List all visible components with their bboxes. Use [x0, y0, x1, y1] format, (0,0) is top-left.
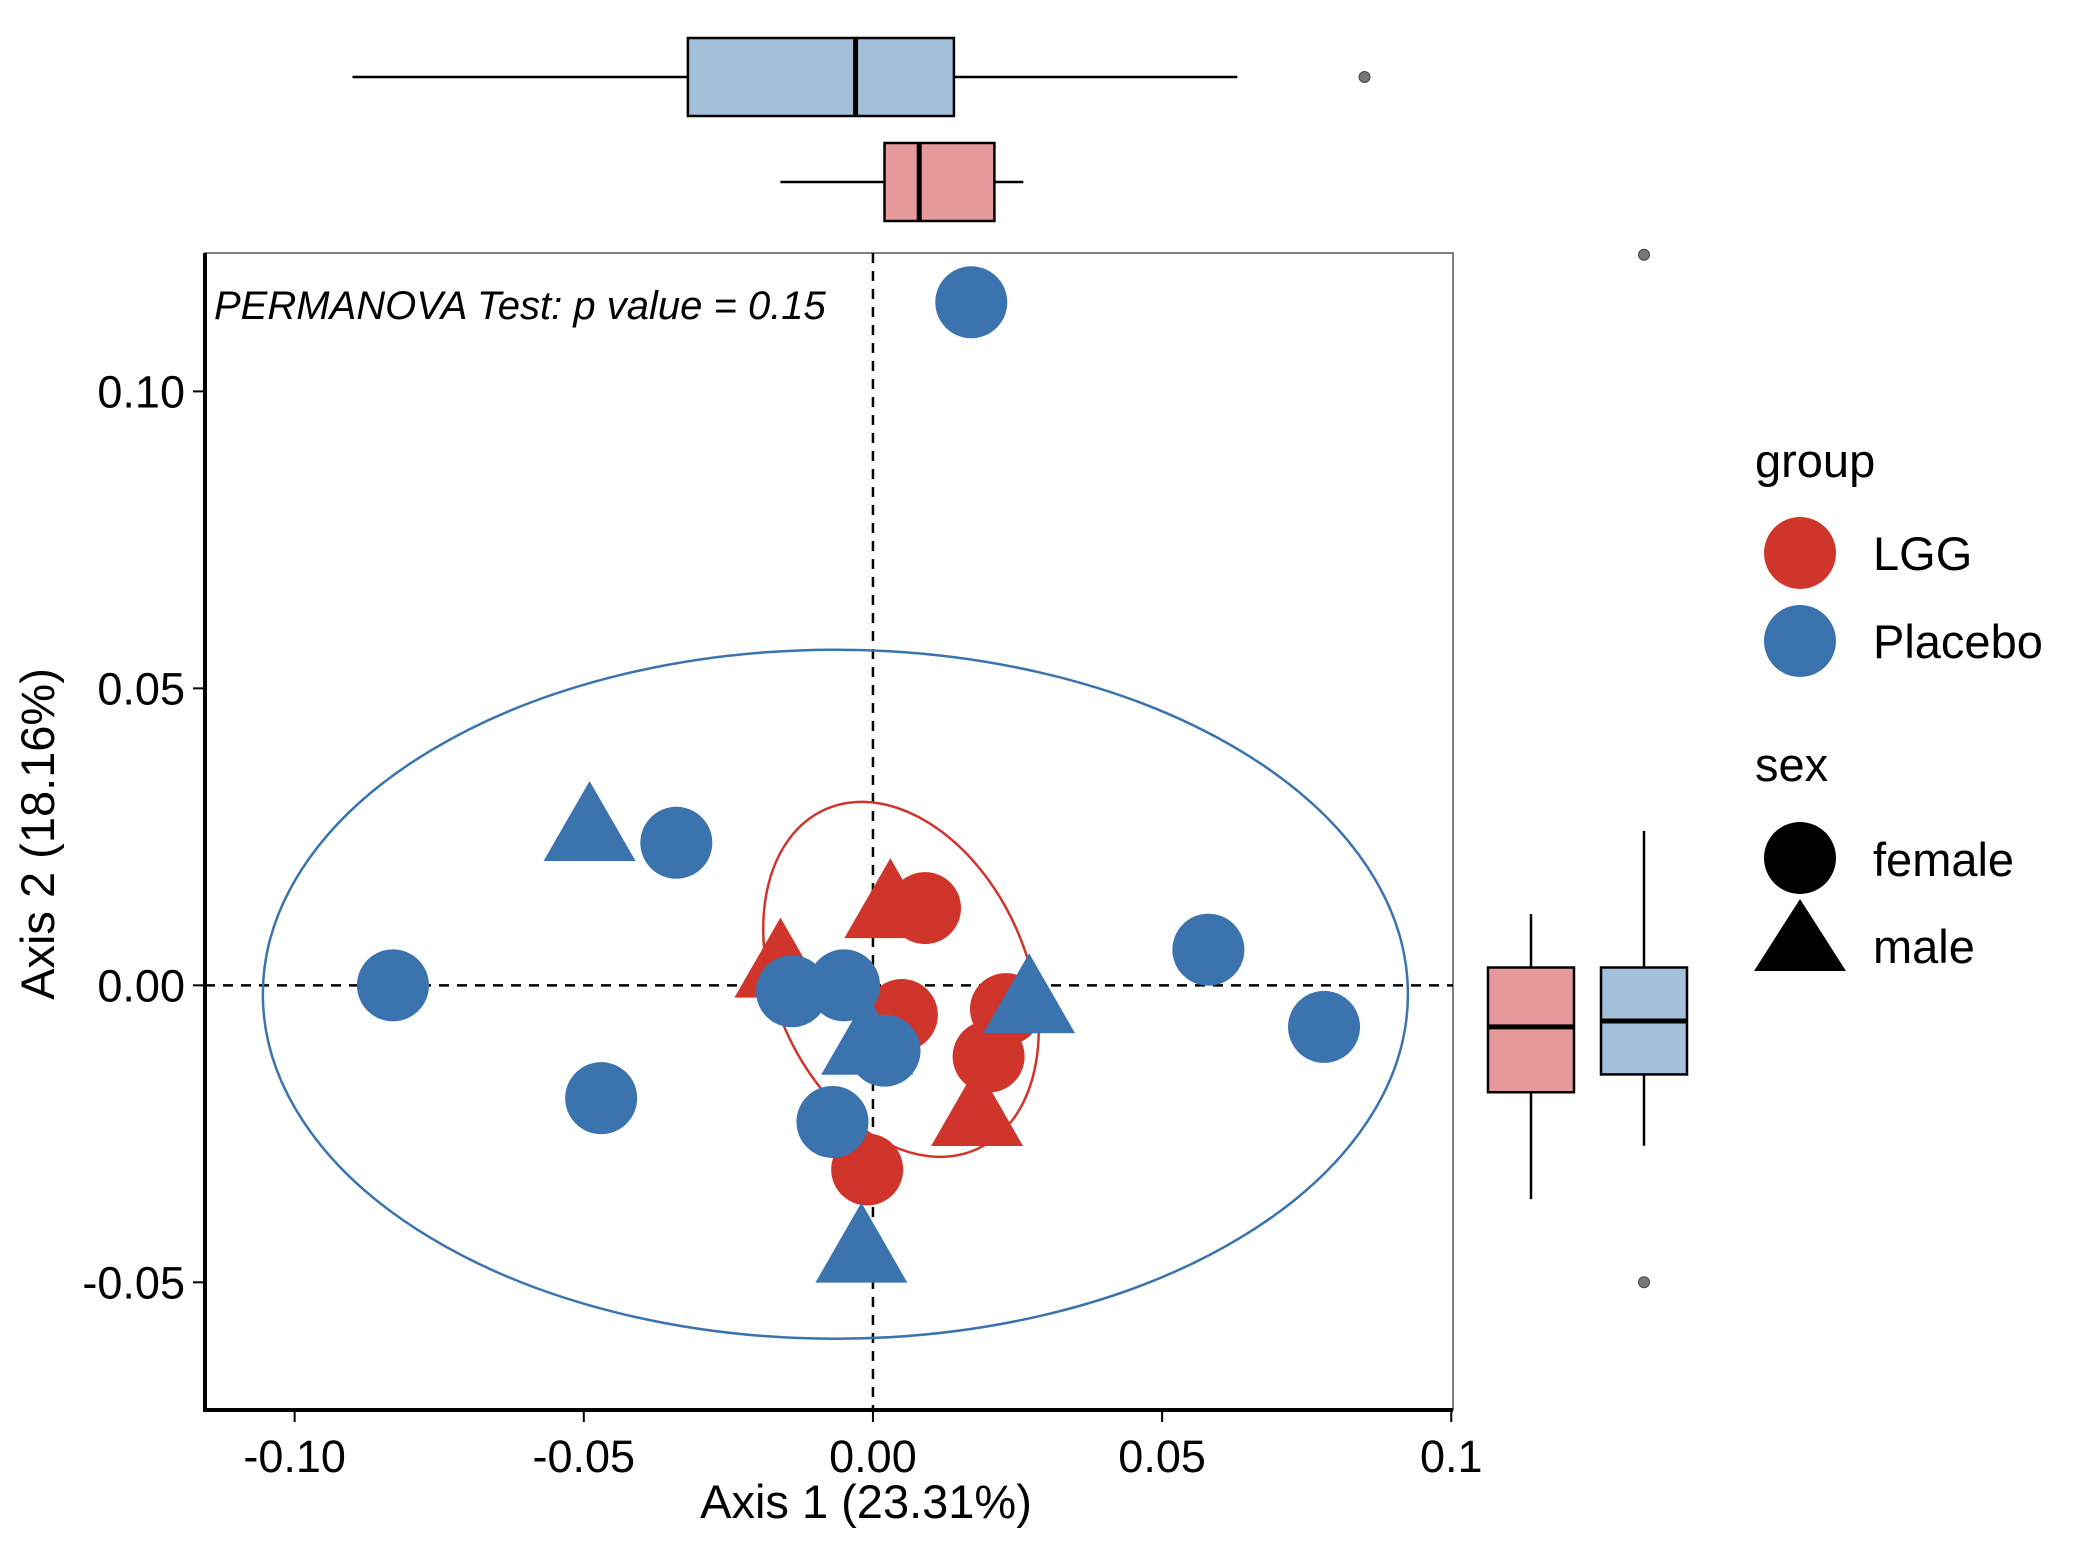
permanova-annotation: PERMANOVA Test: p value = 0.15 — [214, 284, 827, 328]
point-placebo-female — [848, 1014, 921, 1087]
point-placebo-female — [1172, 913, 1245, 986]
point-lgg-male — [844, 858, 937, 939]
legend-label-lgg: LGG — [1873, 527, 1972, 580]
point-placebo-female — [808, 949, 881, 1022]
right-box-outlier-placebo — [1638, 248, 1650, 261]
legend-key-female — [1764, 822, 1836, 894]
top-box-lgg — [883, 141, 996, 223]
point-placebo-female — [356, 949, 429, 1022]
x-tick-label: -0.10 — [243, 1431, 346, 1482]
y-tick-label: 0.00 — [97, 960, 185, 1011]
legend-label-female: female — [1873, 833, 2014, 886]
panel-border — [204, 252, 1454, 1411]
legend-key-placebo — [1764, 605, 1836, 677]
point-lgg-female — [952, 1020, 1025, 1093]
right-box-outlier-placebo — [1638, 1276, 1650, 1289]
legend-key-male — [1754, 899, 1846, 971]
right-marginal-boxplots — [1486, 248, 1689, 1289]
plot-panel: -0.10 -0.05 0.00 0.05 0.1 -0.05 0.00 0.05 0.10 — [82, 252, 1483, 1482]
top-box-placebo — [686, 36, 956, 118]
point-lgg-male — [931, 1066, 1024, 1147]
point-placebo-female — [1288, 990, 1361, 1063]
point-placebo-male — [815, 1202, 908, 1283]
x-tick-label: 0.05 — [1118, 1431, 1206, 1482]
x-tick-label: 0.1 — [1420, 1431, 1483, 1482]
point-placebo-female — [935, 266, 1008, 339]
legend-group-title: group — [1755, 434, 1875, 487]
y-tick-label: 0.05 — [97, 663, 185, 714]
right-box-lgg — [1486, 966, 1576, 1094]
point-placebo-female — [755, 955, 828, 1028]
point-placebo-female — [796, 1085, 869, 1158]
y-axis-title: Axis 2 (18.16%) — [11, 668, 64, 1000]
legend-label-male: male — [1873, 920, 1975, 973]
x-tick-label: 0.00 — [829, 1431, 917, 1482]
ellipse-lgg — [761, 800, 1040, 1159]
y-tick-label: 0.10 — [97, 366, 185, 417]
top-marginal-boxplots — [352, 36, 1371, 223]
ellipse-placebo — [261, 648, 1410, 1340]
point-placebo-male — [543, 780, 636, 861]
point-placebo-male — [983, 953, 1076, 1034]
x-axis-title: Axis 1 (23.31%) — [700, 1475, 1032, 1528]
legend-key-lgg — [1764, 517, 1836, 589]
point-placebo-female — [565, 1062, 638, 1135]
x-tick-label: -0.05 — [533, 1431, 636, 1482]
legend-sex-title: sex — [1755, 738, 1828, 791]
y-tick-label: -0.05 — [82, 1257, 185, 1308]
legend-label-placebo: Placebo — [1873, 615, 2043, 668]
point-placebo-female — [640, 806, 713, 879]
legend: group LGG Placebo sex female male — [1754, 434, 2043, 973]
top-box-outlier-placebo — [1358, 71, 1371, 83]
